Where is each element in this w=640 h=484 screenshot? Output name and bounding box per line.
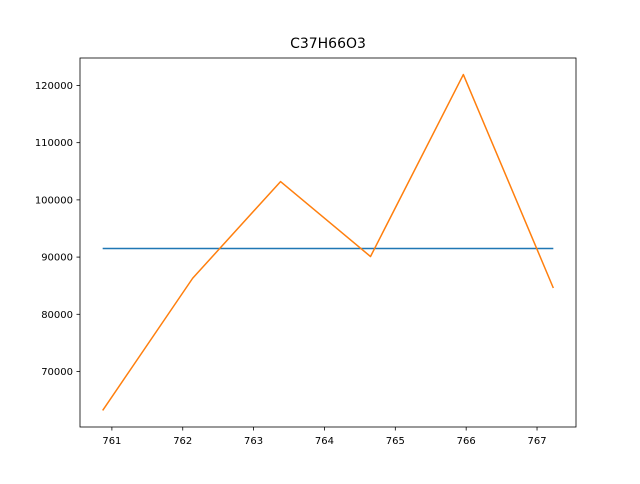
series-line-2 (102, 73, 555, 411)
chart-title: C37H66O3 (290, 36, 366, 52)
x-tick-label: 764 (315, 436, 334, 447)
y-tick-label: 70000 (41, 367, 73, 378)
x-tick-label: 761 (102, 436, 121, 447)
y-tick-label: 80000 (41, 310, 73, 321)
axes-frame (79, 57, 577, 428)
y-tick-label: 90000 (41, 253, 73, 264)
x-tick-label: 762 (173, 436, 192, 447)
x-tick-label: 763 (244, 436, 263, 447)
y-tick-label: 120000 (35, 81, 73, 92)
x-tick-label: 765 (386, 436, 405, 447)
x-tick-label: 767 (527, 436, 546, 447)
plot-area: 761 762 763 764 765 766 767 70000 80000 90000 1000… (35, 57, 577, 447)
y-tick-label: 110000 (35, 138, 73, 149)
x-tick-label: 766 (457, 436, 476, 447)
y-tick-label: 100000 (35, 195, 73, 206)
